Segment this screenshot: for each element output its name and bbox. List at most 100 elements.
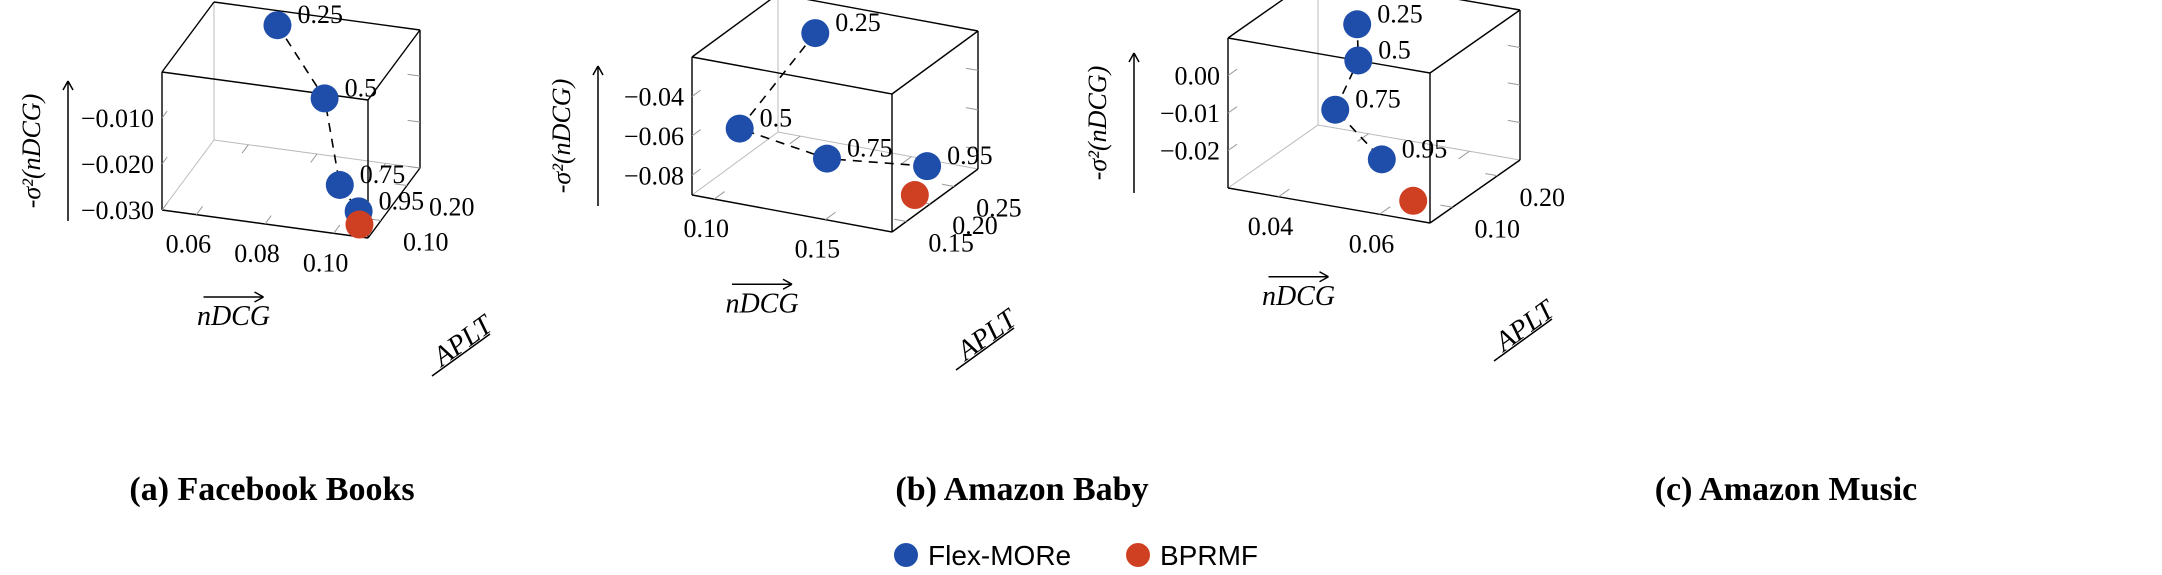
x-tick-label: 0.06	[166, 230, 212, 259]
z-tick-mark-right	[965, 67, 979, 71]
z-tick-mark-right	[965, 146, 979, 150]
z-tick-label: −0.02	[1160, 137, 1220, 166]
left-bottom-edge	[1227, 124, 1319, 189]
z-tick-mark-right	[407, 165, 421, 169]
data-point-label: 0.75	[360, 160, 406, 189]
series-line-flex-more	[1334, 24, 1383, 160]
data-point-label: 0.75	[847, 134, 893, 163]
x-tick-mark	[264, 215, 272, 225]
back-top-edge	[1458, 0, 1521, 11]
z-tick-label: −0.020	[81, 150, 154, 179]
series-line-flex-more	[276, 24, 360, 212]
data-point-label: 0.5	[760, 104, 793, 133]
z-tick-mark	[691, 129, 701, 137]
z-tick-mark-right	[1507, 119, 1521, 123]
z-tick-mark-right	[407, 73, 421, 77]
z-tick-mark	[161, 202, 168, 211]
left-bottom-edge	[691, 131, 779, 196]
x-tick-label: 0.04	[1248, 212, 1294, 241]
x-tick-mark-back	[900, 156, 912, 165]
data-point-label: 0.75	[1355, 85, 1401, 114]
data-point-flex-more	[813, 144, 841, 173]
x-tick-mark	[1379, 206, 1391, 215]
x-tick-mark	[713, 191, 725, 200]
x-tick-mark	[195, 205, 203, 215]
legend-label-bprmf: BPRMF	[1160, 540, 1258, 571]
z-tick-mark	[691, 168, 701, 176]
left-top-edge	[161, 1, 215, 73]
z-tick-label: −0.06	[624, 122, 684, 151]
z-tick-mark	[691, 89, 701, 97]
y-tick-mark	[942, 183, 955, 187]
panel-amazon-music: 0.04 0.06 0.100.20 −0.02 −0.01 0.00 nDCG APLT -σ…	[1083, 0, 1566, 362]
x-tick-label: 0.10	[303, 248, 349, 277]
front-top-edge	[691, 56, 893, 95]
z-tick-label: 0.00	[1175, 62, 1221, 91]
x-tick-label: 0.08	[234, 239, 280, 268]
z-tick-mark-right	[1507, 82, 1521, 86]
y-axis-title: APLT	[1488, 293, 1562, 359]
y-tick-mark	[1440, 204, 1453, 208]
back-bottom-edge	[777, 131, 979, 170]
data-point-label: 0.25	[1377, 0, 1423, 28]
data-point-flex-more	[310, 84, 339, 113]
data-point-label: 0.25	[297, 0, 343, 29]
y-axis-arrow	[955, 327, 1015, 371]
legend: Flex-MORe BPRMF	[894, 540, 1258, 571]
x-tick-mark	[825, 211, 836, 221]
x-tick-mark-back	[1458, 150, 1470, 160]
data-point-flex-more	[325, 171, 354, 199]
data-point-label: 0.5	[345, 73, 378, 102]
z-tick-mark-right	[965, 107, 979, 111]
x-axis-title: nDCG	[197, 301, 270, 332]
right-bottom-edge	[367, 167, 421, 239]
legend-marker-bprmf	[1126, 543, 1150, 567]
z-tick-mark	[1227, 68, 1238, 76]
data-point-label: 0.5	[1378, 35, 1411, 64]
z-axis-title: -σ²(nDCG)	[1083, 66, 1112, 181]
y-axis-arrow	[431, 333, 491, 377]
x-tick-mark	[1278, 188, 1290, 198]
x-axis-title: nDCG	[725, 288, 798, 319]
back-bottom-edge	[1317, 124, 1521, 161]
x-axis-arrowhead	[782, 278, 793, 290]
y-axis-title: APLT	[950, 302, 1024, 368]
caption-amazon-baby: (b) Amazon Baby	[895, 471, 1148, 508]
panel-facebook-books: 0.06 0.08 0.10 0.10 0.20 −0.030 −0.020 −0.010 nD…	[17, 0, 500, 377]
z-tick-mark-right	[1507, 44, 1521, 48]
right-top-edge	[1429, 9, 1521, 74]
z-tick-mark	[161, 110, 168, 119]
data-point-label: 0.95	[1402, 134, 1448, 163]
right-top-edge	[891, 30, 979, 95]
x-axis-title: nDCG	[1262, 281, 1335, 312]
y-tick-label: 0.20	[1520, 183, 1566, 212]
data-point-label: 0.95	[947, 141, 993, 170]
z-tick-label: −0.01	[1160, 99, 1220, 128]
left-top-edge	[1227, 0, 1284, 39]
z-tick-mark-right	[407, 119, 421, 123]
data-point-bprmf	[900, 181, 929, 210]
x-tick-mark	[333, 224, 341, 234]
data-point-bprmf	[345, 210, 374, 239]
right-bottom-edge	[1429, 159, 1521, 224]
y-tick-mark	[894, 218, 907, 222]
z-axis-title: -σ²(nDCG)	[547, 79, 576, 194]
z-axis-arrowhead	[592, 65, 604, 76]
z-tick-mark	[1227, 143, 1238, 151]
x-tick-mark-back	[1357, 133, 1369, 142]
x-tick-mark-back	[241, 144, 249, 154]
x-axis-arrowhead	[1319, 271, 1329, 283]
front-bottom-edge	[1227, 187, 1431, 224]
data-point-label: 0.25	[835, 8, 881, 37]
left-top-edge	[691, 0, 771, 58]
x-tick-mark-back	[379, 163, 387, 173]
z-axis-arrowhead	[1128, 52, 1140, 63]
x-axis-arrowhead	[254, 291, 264, 303]
data-point-flex-more	[913, 152, 942, 181]
z-tick-label: −0.04	[624, 82, 684, 111]
legend-label-flex-more: Flex-MORe	[928, 540, 1071, 571]
data-point-flex-more	[801, 19, 830, 48]
data-point-bprmf	[1399, 186, 1428, 215]
